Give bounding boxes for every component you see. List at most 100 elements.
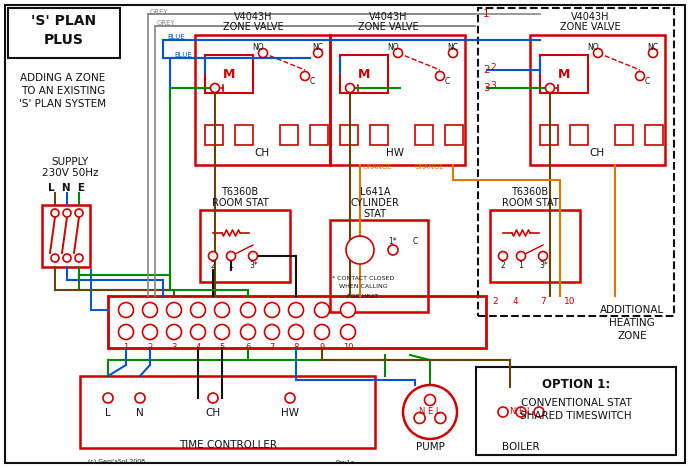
Text: 7: 7 bbox=[269, 343, 275, 351]
Text: N E L: N E L bbox=[510, 408, 532, 417]
Bar bbox=[340, 125, 358, 145]
Circle shape bbox=[264, 302, 279, 317]
Circle shape bbox=[51, 254, 59, 262]
Bar bbox=[490, 387, 552, 437]
Circle shape bbox=[498, 251, 508, 261]
Text: PUMP: PUMP bbox=[415, 442, 444, 452]
Circle shape bbox=[166, 302, 181, 317]
Bar bbox=[570, 125, 588, 145]
Circle shape bbox=[288, 324, 304, 339]
Text: 230V 50Hz: 230V 50Hz bbox=[42, 168, 98, 178]
Text: 4: 4 bbox=[512, 298, 518, 307]
Bar bbox=[280, 125, 298, 145]
Circle shape bbox=[215, 324, 230, 339]
Circle shape bbox=[259, 49, 268, 58]
Text: NC: NC bbox=[647, 44, 658, 52]
Circle shape bbox=[538, 251, 547, 261]
Text: 3: 3 bbox=[490, 80, 495, 89]
Text: ZONE VALVE: ZONE VALVE bbox=[560, 22, 620, 32]
Text: NO: NO bbox=[387, 44, 399, 52]
Text: BLUE: BLUE bbox=[167, 34, 185, 40]
Text: FOR HEAT: FOR HEAT bbox=[348, 293, 379, 299]
Bar bbox=[108, 296, 486, 348]
Circle shape bbox=[135, 393, 145, 403]
Text: 'S' PLAN: 'S' PLAN bbox=[32, 14, 97, 28]
Bar bbox=[235, 125, 253, 145]
Circle shape bbox=[340, 302, 355, 317]
Text: 5: 5 bbox=[219, 343, 225, 351]
Bar bbox=[540, 125, 558, 145]
Text: M: M bbox=[358, 67, 371, 80]
Text: 1: 1 bbox=[519, 262, 524, 271]
Text: TO AN EXISTING: TO AN EXISTING bbox=[21, 86, 105, 96]
Text: SUPPLY: SUPPLY bbox=[51, 157, 88, 167]
Text: CONVENTIONAL STAT: CONVENTIONAL STAT bbox=[520, 398, 631, 408]
Bar bbox=[195, 35, 330, 165]
Text: 9: 9 bbox=[319, 343, 324, 351]
Text: ADDITIONAL: ADDITIONAL bbox=[600, 305, 664, 315]
Bar bbox=[415, 125, 433, 145]
Text: 8: 8 bbox=[293, 343, 299, 351]
Bar bbox=[615, 125, 633, 145]
Circle shape bbox=[414, 412, 425, 424]
Text: PLUS: PLUS bbox=[44, 33, 84, 47]
Text: N E L: N E L bbox=[420, 408, 441, 417]
Circle shape bbox=[51, 209, 59, 217]
Text: 2: 2 bbox=[490, 63, 495, 72]
Text: NC: NC bbox=[313, 44, 324, 52]
Text: M: M bbox=[558, 67, 570, 80]
Circle shape bbox=[166, 324, 181, 339]
Text: CH: CH bbox=[589, 148, 604, 158]
Text: C: C bbox=[644, 78, 649, 87]
Text: CH: CH bbox=[255, 148, 270, 158]
Text: 3: 3 bbox=[171, 343, 177, 351]
Bar bbox=[200, 210, 290, 282]
Bar bbox=[310, 125, 328, 145]
Circle shape bbox=[448, 49, 457, 58]
Text: HW: HW bbox=[386, 148, 404, 158]
Text: (c) Geni'sSol 2008: (c) Geni'sSol 2008 bbox=[88, 460, 145, 465]
Text: ORANGE: ORANGE bbox=[415, 164, 444, 170]
Circle shape bbox=[190, 302, 206, 317]
Circle shape bbox=[248, 251, 257, 261]
Bar bbox=[330, 35, 465, 165]
Bar bbox=[205, 125, 223, 145]
Text: ZONE VALVE: ZONE VALVE bbox=[223, 22, 284, 32]
Text: Rev1a: Rev1a bbox=[335, 460, 355, 465]
Text: ADDING A ZONE: ADDING A ZONE bbox=[21, 73, 106, 83]
Text: C: C bbox=[309, 78, 315, 87]
Circle shape bbox=[208, 393, 218, 403]
Text: 3: 3 bbox=[483, 83, 490, 93]
Circle shape bbox=[190, 324, 206, 339]
Circle shape bbox=[208, 251, 217, 261]
Text: WHEN CALLING: WHEN CALLING bbox=[339, 285, 387, 290]
Circle shape bbox=[649, 49, 658, 58]
Circle shape bbox=[241, 302, 255, 317]
Circle shape bbox=[143, 302, 157, 317]
Circle shape bbox=[215, 302, 230, 317]
Text: 7: 7 bbox=[540, 298, 546, 307]
Bar bbox=[330, 220, 428, 312]
Circle shape bbox=[393, 49, 402, 58]
Text: 2: 2 bbox=[148, 343, 152, 351]
Text: V4043H: V4043H bbox=[234, 12, 273, 22]
Circle shape bbox=[315, 302, 330, 317]
Circle shape bbox=[534, 407, 544, 417]
Bar bbox=[370, 125, 388, 145]
Text: T6360B: T6360B bbox=[221, 187, 259, 197]
Bar bbox=[530, 35, 665, 165]
Text: N: N bbox=[136, 408, 144, 418]
Text: STAT: STAT bbox=[364, 209, 386, 219]
Circle shape bbox=[210, 83, 219, 93]
Bar bbox=[42, 205, 90, 267]
Circle shape bbox=[226, 251, 235, 261]
Text: 3*: 3* bbox=[250, 262, 258, 271]
Text: T6360B: T6360B bbox=[511, 187, 549, 197]
Text: GREY: GREY bbox=[157, 20, 176, 26]
Text: ZONE: ZONE bbox=[617, 331, 647, 341]
Circle shape bbox=[288, 302, 304, 317]
Text: CH: CH bbox=[206, 408, 221, 418]
Bar bbox=[445, 125, 463, 145]
Circle shape bbox=[435, 412, 446, 424]
Circle shape bbox=[313, 49, 322, 58]
